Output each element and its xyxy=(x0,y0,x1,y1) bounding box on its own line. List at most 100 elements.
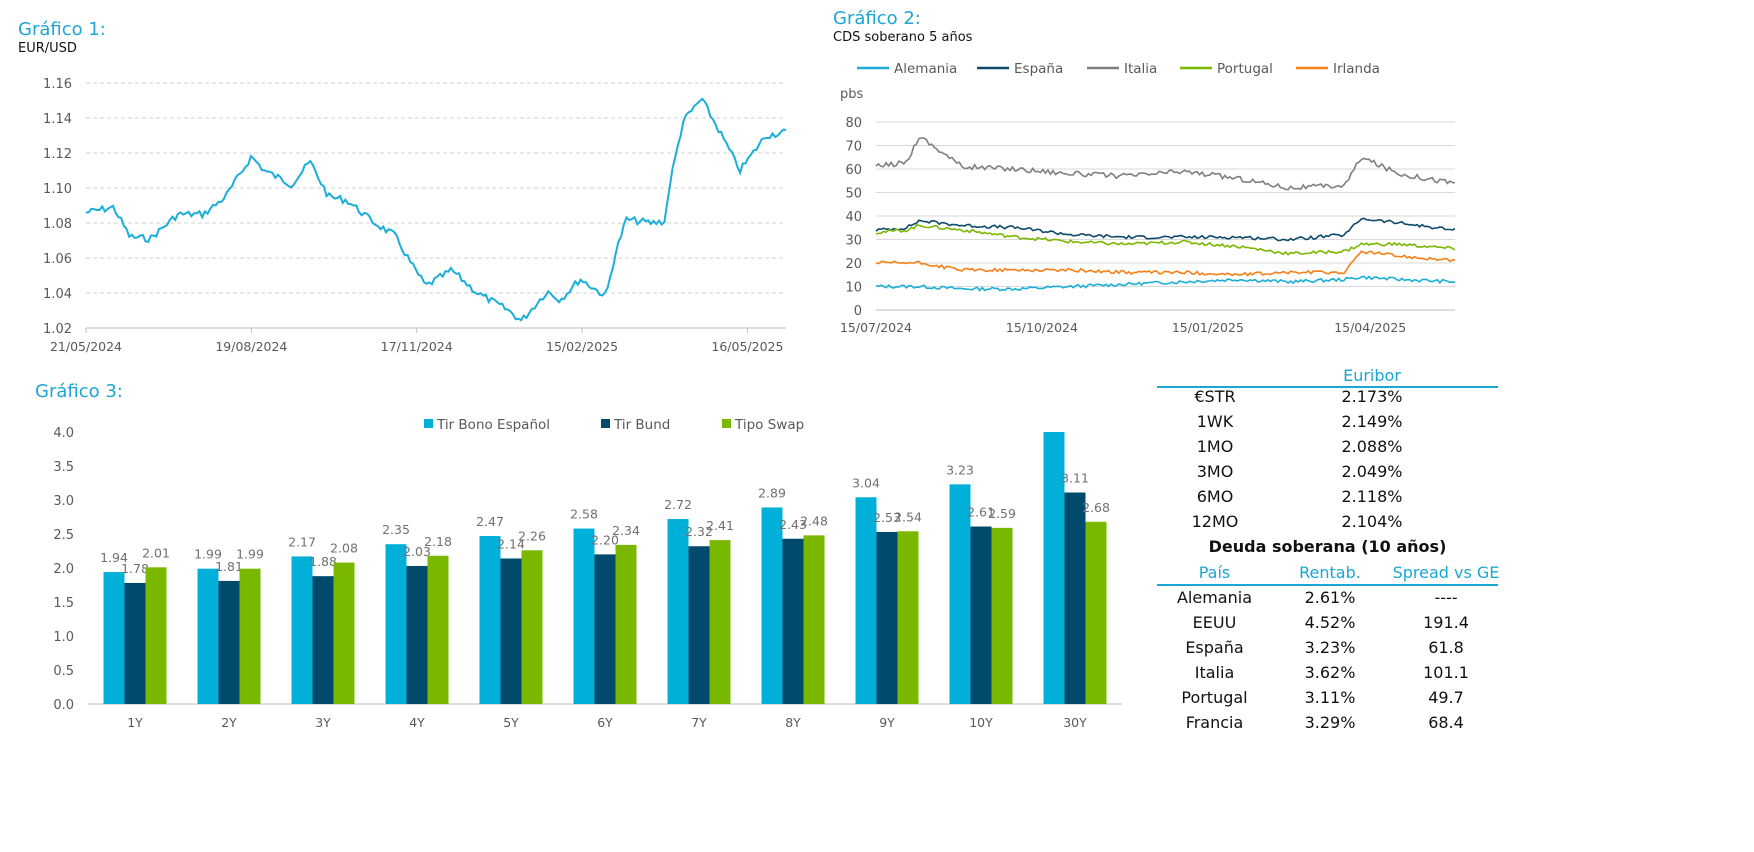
euribor-rate: 2.049% xyxy=(1341,462,1403,481)
chart3-data-label: 2.43 xyxy=(779,517,807,532)
deuda-spread: 61.8 xyxy=(1428,638,1464,657)
chart3-legend-label: Tipo Swap xyxy=(734,417,804,433)
chart3-y-tick: 0.5 xyxy=(53,664,74,679)
deuda-header-pais: País xyxy=(1198,563,1231,582)
chart3-x-tick: 9Y xyxy=(879,715,895,730)
chart3-bar xyxy=(239,568,261,704)
euribor-row: €STR 2.173% xyxy=(1157,385,1498,409)
euribor-tenor: 6MO xyxy=(1196,487,1234,506)
deuda-row: EEUU 4.52% 191.4 xyxy=(1157,611,1498,635)
euribor-header: Euribor xyxy=(1343,366,1401,385)
chart3-data-label: 2.01 xyxy=(142,545,170,560)
chart3-data-label: 2.08 xyxy=(330,541,358,556)
chart3-bar xyxy=(876,531,898,704)
chart3-data-label: 2.68 xyxy=(1082,500,1110,515)
deuda-rentab: 3.11% xyxy=(1304,688,1356,707)
deuda-row: Portugal 3.11% 49.7 xyxy=(1157,686,1498,710)
chart2-series-line xyxy=(875,250,1456,277)
chart3-data-label: 2.47 xyxy=(476,514,504,529)
chart2-x-tick: 15/04/2025 xyxy=(1334,320,1406,335)
chart3-data-label: 1.81 xyxy=(215,559,243,574)
deuda-pais: Portugal xyxy=(1181,688,1248,707)
chart3-bar xyxy=(949,484,971,704)
chart3-bar xyxy=(427,555,449,704)
chart3-y-tick: 0.0 xyxy=(53,698,74,713)
chart1-y-tick: 1.04 xyxy=(43,287,72,302)
euribor-tenor: 3MO xyxy=(1196,462,1234,481)
chart2-y-tick: 30 xyxy=(845,234,862,249)
chart3-x-tick: 2Y xyxy=(221,715,237,730)
deuda-header-spread: Spread vs GE xyxy=(1392,563,1500,582)
chart3-bar xyxy=(573,528,595,704)
chart3-bar xyxy=(145,567,167,704)
euribor-rate: 2.173% xyxy=(1341,387,1403,406)
chart3-bar xyxy=(521,550,543,704)
chart3-y-tick: 1.5 xyxy=(53,596,74,611)
chart3-bar xyxy=(1085,521,1107,704)
chart3-data-label: 2.34 xyxy=(612,523,640,538)
chart3-x-tick: 1Y xyxy=(127,715,143,730)
chart2-series-line xyxy=(875,224,1456,256)
chart3-bar xyxy=(197,568,219,704)
chart3-bar xyxy=(782,538,804,704)
deuda-row: Italia 3.62% 101.1 xyxy=(1157,661,1498,685)
chart3-data-label: 3.23 xyxy=(946,462,974,477)
chart1-y-tick: 1.06 xyxy=(43,252,72,267)
chart3-data-label: 2.20 xyxy=(591,532,619,547)
chart1-x-tick: 16/05/2025 xyxy=(711,339,783,354)
deuda-rentab: 3.29% xyxy=(1304,713,1356,732)
chart2-legend-label: Italia xyxy=(1124,61,1157,77)
deuda-title-row: Deuda soberana (10 años) xyxy=(1157,535,1498,559)
chart3-data-label: 2.53 xyxy=(873,510,901,525)
chart3-bar xyxy=(615,544,637,704)
chart3-bar xyxy=(291,556,313,704)
euribor-tenor: 1WK xyxy=(1196,412,1234,431)
chart1-x-tick: 19/08/2024 xyxy=(215,339,287,354)
chart3-y-tick: 1.0 xyxy=(53,630,74,645)
deuda-row: España 3.23% 61.8 xyxy=(1157,636,1498,660)
chart2-x-tick: 15/07/2024 xyxy=(840,320,912,335)
chart3-y-tick: 2.0 xyxy=(53,562,74,577)
chart3-data-label: 2.18 xyxy=(424,534,452,549)
chart3-data-label: 2.32 xyxy=(685,524,713,539)
chart3-data-label: 2.59 xyxy=(988,506,1016,521)
euribor-tenor: 12MO xyxy=(1191,512,1239,531)
chart3-bar xyxy=(761,507,783,704)
chart3-data-label: 2.72 xyxy=(664,497,692,512)
chart1-x-tick: 15/02/2025 xyxy=(546,339,618,354)
deuda-spread: 101.1 xyxy=(1423,663,1469,682)
chart3-bar xyxy=(803,535,825,704)
chart3-bar xyxy=(333,562,355,704)
chart3-data-label: 2.17 xyxy=(288,534,316,549)
euribor-row: 1WK 2.149% xyxy=(1157,410,1498,434)
chart2-legend-label: España xyxy=(1014,61,1063,77)
deuda-header-rentab: Rentab. xyxy=(1299,563,1361,582)
chart3-legend-swatch xyxy=(424,419,433,428)
chart1-y-tick: 1.12 xyxy=(43,147,72,162)
chart3-bar xyxy=(709,540,731,704)
chart3-bar xyxy=(1043,432,1065,704)
chart3-bar xyxy=(406,565,428,704)
chart3-data-label: 2.41 xyxy=(706,518,734,533)
chart3-legend-swatch xyxy=(722,419,731,428)
chart3-data-label: 1.78 xyxy=(121,561,149,576)
chart1-series-line xyxy=(86,97,787,322)
chart1-y-tick: 1.16 xyxy=(43,77,72,92)
chart3-data-label: 1.99 xyxy=(236,547,264,562)
chart3-x-tick: 3Y xyxy=(315,715,331,730)
chart2-series-line xyxy=(875,217,1456,242)
chart1-y-tick: 1.08 xyxy=(43,217,72,232)
deuda-pais: Italia xyxy=(1194,663,1235,682)
chart3-bar xyxy=(500,558,522,704)
chart1-y-tick: 1.14 xyxy=(43,112,72,127)
chart3-bar xyxy=(1064,492,1086,704)
euribor-row: 6MO 2.118% xyxy=(1157,485,1498,509)
chart2-y-tick: 50 xyxy=(845,187,862,202)
chart3-x-tick: 4Y xyxy=(409,715,425,730)
chart3-bar xyxy=(385,544,407,704)
chart2-y-tick: 60 xyxy=(845,163,862,178)
deuda-spread: 49.7 xyxy=(1428,688,1464,707)
chart3-legend-label: Tir Bund xyxy=(613,417,670,433)
chart3-data-label: 3.11 xyxy=(1061,471,1089,486)
